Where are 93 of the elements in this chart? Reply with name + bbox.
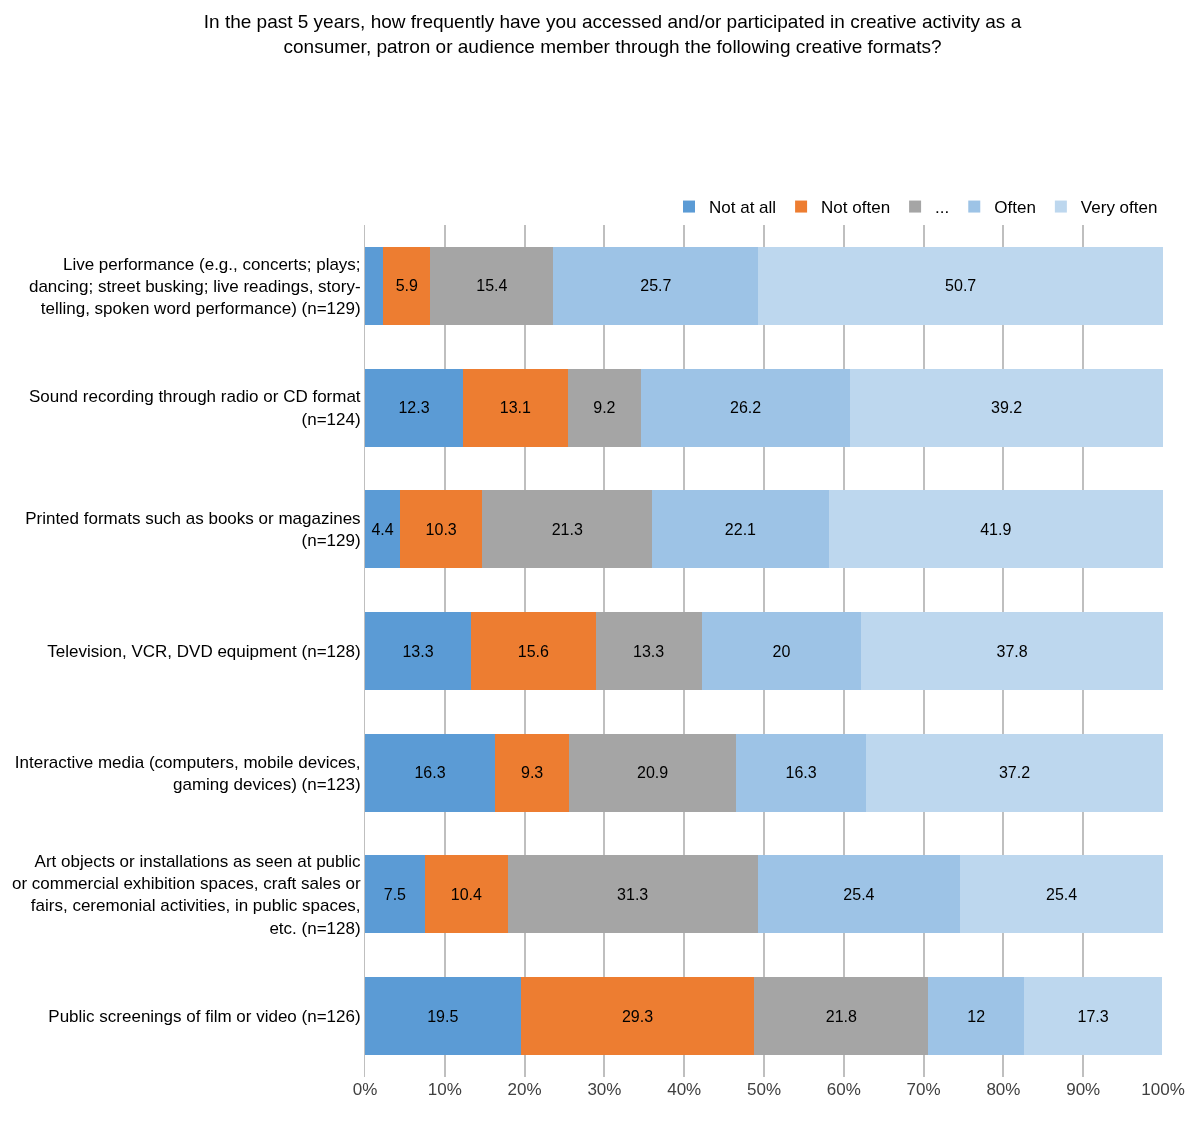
data-label: 26.2 [730,399,762,417]
data-label: 37.8 [996,642,1028,660]
data-label: 29.3 [621,1007,654,1025]
x-tick-label: 100% [1141,1080,1185,1099]
data-label: 10.4 [450,885,482,903]
bar [595,612,702,690]
data-label: 15.6 [517,642,549,660]
legend-label: ... [935,198,950,218]
bar [400,490,483,569]
data-label: 25.7 [640,277,672,295]
bar [641,368,851,447]
bar [928,977,1025,1056]
x-tick-label: 80% [986,1080,1021,1099]
bar [365,490,401,569]
bar [365,855,425,934]
data-label: 17.3 [1077,1007,1109,1025]
y-tick-label: Sound recording through radio or CD format (n=124) [28,387,361,429]
bar [507,855,758,934]
bar [960,855,1163,934]
data-label: 12 [967,1007,986,1025]
bar [365,246,384,325]
bar [463,368,568,447]
bar [482,490,653,569]
data-label: 50.7 [945,277,977,295]
data-label: 20 [772,642,791,660]
bar [569,733,737,812]
y-tick-label: Printed formats such as books or magazines (n=129) [25,509,361,551]
data-label: 25.4 [843,885,875,903]
data-label: 25.4 [1046,885,1078,903]
y-tick-label: Live performance (e.g., concerts; plays; dancing; street busking; live readings, story-telling, spoken word performance) (n=129) [28,254,361,318]
data-label: 13.1 [499,399,532,417]
bar [520,977,755,1056]
data-label: 9.3 [521,764,544,782]
x-tick-label: 60% [826,1080,861,1099]
x-tick-label: 20% [507,1080,542,1099]
bar [652,490,829,569]
data-label: 13.3 [402,642,434,660]
bar [850,368,1163,447]
bar [828,490,1163,569]
data-label: 10.3 [425,520,457,538]
data-label: 37.2 [998,764,1031,782]
bar [1024,977,1163,1056]
bar [736,733,867,812]
x-tick-label: 10% [427,1080,462,1099]
x-tick-label: 0% [352,1080,378,1099]
data-label: 19.5 [427,1007,459,1025]
data-label: 9.2 [593,399,616,417]
data-label: 31.3 [617,885,649,903]
data-label: 39.2 [990,399,1023,417]
y-tick-label: Television, VCR, DVD equipment (n=128) [47,641,361,661]
bar [365,977,521,1056]
data-label: 13.3 [633,642,665,660]
data-label: 21.8 [825,1007,858,1025]
bar [758,246,1163,325]
bar [701,612,862,690]
legend-label: Not often [821,198,891,218]
bar [754,977,929,1056]
bar [365,368,464,447]
data-label: 21.3 [551,520,583,538]
data-label: 20.9 [637,764,669,782]
x-tick-label: 90% [1066,1080,1101,1099]
y-tick-label: Art objects or installations as seen at public or commercial exhibition spaces, craft sales or fairs, ceremonial activities, in public spaces, etc. (n=128) [11,852,362,938]
data-label: 5.9 [395,277,419,295]
y-tick-label: Public screenings of film or video (n=126) [48,1007,361,1027]
data-label: 12.3 [398,399,430,417]
data-label: 7.5 [383,885,407,903]
bar [383,246,431,325]
x-tick-label: 70% [906,1080,941,1099]
data-label: 22.1 [724,520,757,538]
bar [567,368,642,447]
bar [424,855,508,934]
x-tick-label: 30% [587,1080,622,1099]
data-label: 4.4 [371,520,394,538]
chart-title: In the past 5 years, how frequently have you accessed and/or participated in creative activity as a consumer, patron or audience member through the following creative formats? [203,11,1022,57]
bar [365,612,472,690]
bar [861,612,1163,690]
bar [495,733,570,812]
y-tick-label: Interactive media (computers, mobile devices, gaming devices) (n=123) [14,752,361,794]
data-label: 16.3 [414,764,446,782]
legend-label: Not at all [709,198,777,218]
bar [471,612,596,690]
bar [757,855,961,934]
legend-label: Very often [1080,198,1158,218]
data-label: 16.3 [785,764,817,782]
x-tick-label: 40% [667,1080,702,1099]
bar [430,246,554,325]
x-tick-label: 50% [746,1080,782,1099]
bar [365,733,496,812]
legend-label: Often [994,198,1036,218]
data-label: 41.9 [980,520,1012,538]
bar [553,246,759,325]
bar [866,733,1163,812]
data-label: 15.4 [476,277,508,295]
